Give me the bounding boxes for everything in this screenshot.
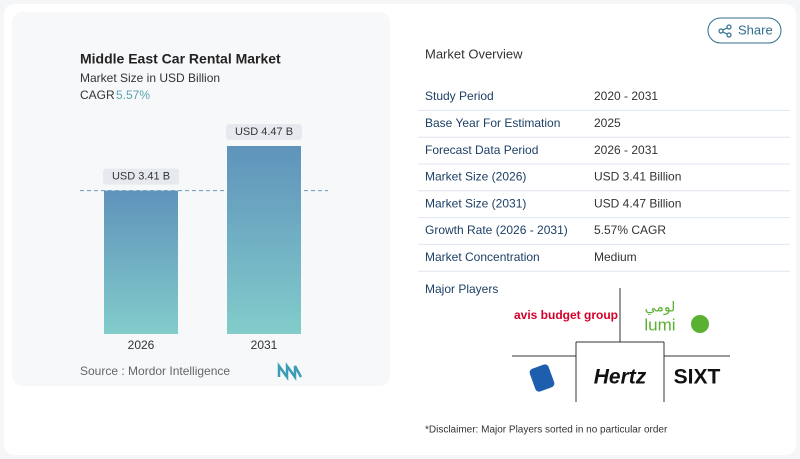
players-title: Major Players: [425, 282, 498, 296]
row-value: USD 4.47 Billion: [594, 196, 681, 210]
cagr-value: 5.57%: [116, 88, 150, 102]
row-value: 2026 - 2031: [594, 143, 658, 157]
disclaimer: *Disclaimer: Major Players sorted in no …: [425, 425, 668, 436]
row-label: Market Size (2026): [425, 170, 526, 184]
brand-logo: [277, 362, 303, 381]
row-value: 2020 - 2031: [594, 89, 658, 103]
share-border[interactable]: [707, 17, 782, 44]
row-value: 5.57% CAGR: [594, 223, 666, 237]
row-label: Study Period: [425, 89, 494, 103]
bar: [104, 190, 178, 334]
logo-hertz: Hertz: [594, 366, 647, 389]
bar: [227, 146, 301, 334]
overview-title: Market Overview: [425, 46, 523, 61]
row-label: Base Year For Estimation: [425, 116, 560, 130]
row-value: 2025: [594, 116, 621, 130]
row-value: Medium: [594, 250, 637, 264]
chart-card: [12, 12, 390, 386]
chart-subtitle: Market Size in USD Billion: [80, 71, 220, 85]
logo-lumi-arabic: لومي: [645, 299, 676, 316]
share-button[interactable]: Share: [707, 17, 782, 44]
share-icon[interactable]: [718, 24, 732, 38]
row-label: Market Concentration: [425, 250, 540, 264]
bar-chart: USD 3.41 B 2026 USD 4.47 B 2031: [80, 124, 328, 352]
logo-lumi: lumi: [644, 315, 675, 334]
row-value: USD 3.41 Billion: [594, 170, 681, 184]
x-tick-label: 2031: [251, 338, 278, 352]
value-label: USD 3.41 B: [112, 170, 170, 182]
x-tick-label: 2026: [128, 338, 155, 352]
logo-avis: avis budget group: [514, 308, 618, 322]
share-label[interactable]: Share: [738, 22, 773, 37]
overview-table: Study Period 2020 - 2031 Base Year For Est…: [418, 89, 790, 272]
value-label: USD 4.47 B: [235, 126, 293, 138]
logo-lumi-mark: [691, 315, 709, 333]
logo-budget: [529, 364, 555, 392]
row-label: Growth Rate (2026 - 2031): [425, 223, 568, 237]
logo-grid: [512, 288, 730, 402]
logo-sixt: SIXT: [674, 366, 721, 389]
value-label-box: [103, 168, 179, 185]
source: Source : Mordor Intelligence: [80, 364, 230, 378]
row-label: Forecast Data Period: [425, 143, 538, 157]
cagr-label: CAGR: [80, 88, 115, 102]
chart-title: Middle East Car Rental Market: [80, 51, 281, 67]
value-label-box: [226, 124, 302, 140]
row-label: Market Size (2031): [425, 196, 526, 210]
